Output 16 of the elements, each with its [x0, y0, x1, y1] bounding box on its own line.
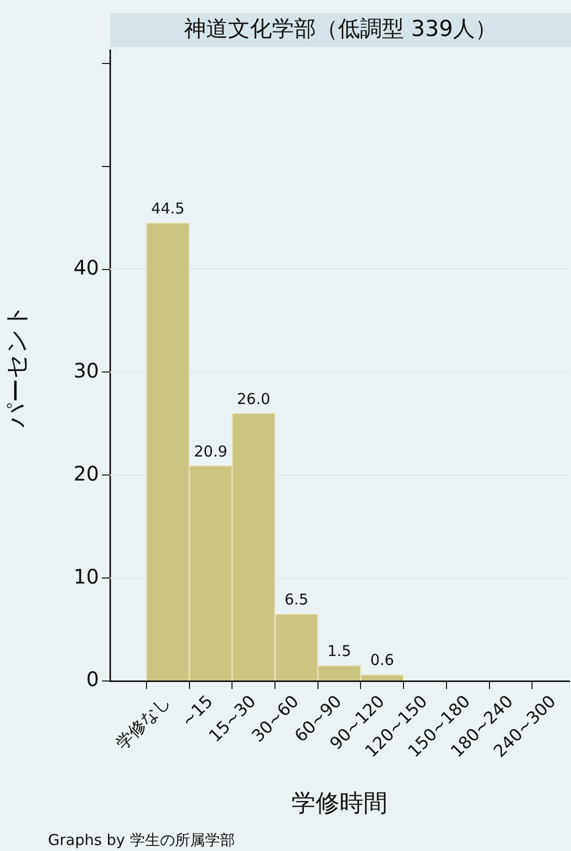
- chart-title: 神道文化学部（低調型 339人）: [110, 13, 571, 47]
- y-tick-label: 0: [86, 667, 99, 692]
- y-axis-title: パーセント: [2, 304, 31, 428]
- y-tick-label: 40: [74, 255, 99, 280]
- data-label: 44.5: [151, 199, 185, 218]
- data-label: 20.9: [194, 442, 228, 460]
- y-tick-label: 30: [74, 358, 99, 382]
- data-label: 6.5: [284, 590, 308, 608]
- data-label: 1.5: [327, 642, 352, 660]
- data-label: 0.6: [370, 651, 394, 670]
- data-label: 26.0: [236, 390, 270, 408]
- y-tick-label: 10: [74, 564, 99, 588]
- y-tick-label: 20: [74, 461, 99, 486]
- x-tick-label: 学修なし: [112, 692, 175, 754]
- x-axis-title: 学修時間: [292, 788, 388, 817]
- text: Graphs by 学生の所属学部: [48, 831, 235, 850]
